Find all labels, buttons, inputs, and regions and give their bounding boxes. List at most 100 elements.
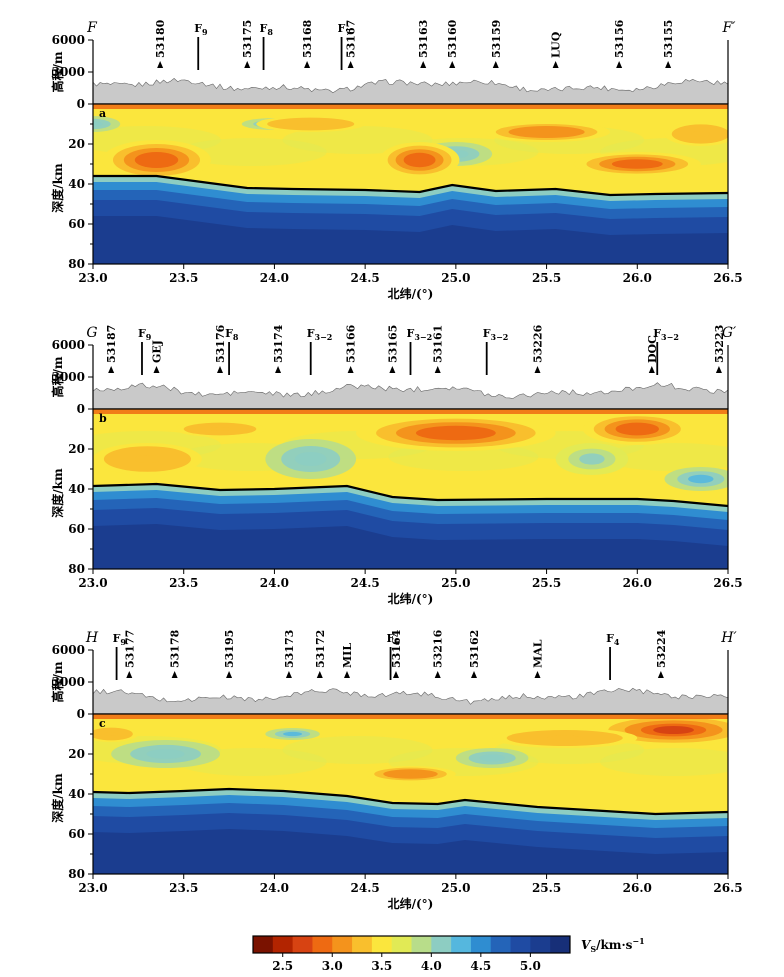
latitude-tick-label: 26.0 xyxy=(623,576,652,590)
fault-name: F xyxy=(338,22,346,35)
slow-anomaly xyxy=(256,116,366,132)
fault-subscript: 9 xyxy=(146,332,152,342)
elevation-tick-label: 6000 xyxy=(52,338,85,352)
station-53161: 53161 xyxy=(432,325,445,373)
station-marker xyxy=(244,61,251,68)
anomaly-contour xyxy=(688,474,714,484)
station-53159: 53159 xyxy=(490,20,503,68)
anomaly-core xyxy=(621,161,654,167)
station-53162: 53162 xyxy=(468,630,481,678)
anomaly-core xyxy=(546,735,583,741)
fault-label: F3−2 xyxy=(483,327,509,342)
anomaly-core xyxy=(430,428,481,438)
station-DOC: DOC xyxy=(646,335,659,373)
depth-tick-label: 20 xyxy=(68,747,85,761)
station-label: 53226 xyxy=(532,324,545,363)
colorbar-label: VS/km·s−1 xyxy=(581,936,645,954)
latitude-tick-label: 26.5 xyxy=(713,271,742,285)
mantle-velocity-band xyxy=(93,524,728,569)
topography-relief xyxy=(92,687,729,715)
fault-label: F6 xyxy=(387,632,401,647)
fault-name: F xyxy=(225,327,233,340)
anomaly-core xyxy=(653,726,694,734)
depth-tick-label: 60 xyxy=(68,217,85,231)
anomaly-contour xyxy=(579,453,605,465)
anomaly-core xyxy=(530,129,563,135)
latitude-tick-label: 25.5 xyxy=(532,271,561,285)
fault-marker: F4 xyxy=(606,632,620,680)
station-marker xyxy=(392,671,399,678)
fast-anomaly xyxy=(93,116,121,132)
panel-label: c xyxy=(99,717,106,730)
fault-name: F xyxy=(483,327,491,340)
station-marker xyxy=(226,671,233,678)
anomaly-contour xyxy=(283,731,303,737)
depth-axis-label: 深度/km xyxy=(50,163,65,213)
station-53166: 53166 xyxy=(345,324,358,373)
surface-layer xyxy=(93,409,728,414)
colorbar-swatch xyxy=(490,936,512,953)
topography-relief xyxy=(92,382,729,410)
fault-label: F3−2 xyxy=(407,327,433,342)
colorbar-tick-label: 4.5 xyxy=(470,959,491,973)
profile-panel-c: 0 3000 6000 高程/m H H′ 53177 53178 53195 53173 5317… xyxy=(50,629,743,911)
elevation-tick-label: 0 xyxy=(77,97,85,111)
station-LUQ: LUQ xyxy=(550,31,563,68)
fault-name: F xyxy=(113,632,121,645)
station-marker xyxy=(471,671,477,678)
latitude-tick-label: 23.5 xyxy=(169,271,198,285)
colorbar-swatch xyxy=(253,936,274,953)
colorbar-tick-label: 3.5 xyxy=(371,959,392,973)
fault-marker: F6 xyxy=(387,632,401,680)
station-marker xyxy=(347,61,354,68)
latitude-tick-label: 26.5 xyxy=(713,576,742,590)
latitude-tick-label: 23.5 xyxy=(169,881,198,895)
fast-anomaly xyxy=(555,443,629,475)
station-label: 53172 xyxy=(314,630,327,668)
colorbar-tick-label: 5.0 xyxy=(520,959,541,973)
depth-tick-label: 60 xyxy=(68,827,85,841)
station-marker xyxy=(108,366,115,373)
anomaly-core xyxy=(208,427,232,431)
station-label: 53161 xyxy=(432,325,445,363)
station-label: DOC xyxy=(646,335,659,363)
fault-subscript: 4 xyxy=(614,637,620,647)
station-53176: 53176 xyxy=(214,324,227,373)
station-MAL: MAL xyxy=(532,639,545,678)
anomaly-core xyxy=(623,425,651,433)
station-label: MIL xyxy=(341,643,354,668)
station-53180: 53180 xyxy=(154,19,167,68)
profile-end-label: G′ xyxy=(722,325,737,341)
station-label: 53168 xyxy=(301,19,314,58)
profile-panel-b: 0 3000 6000 高程/m G G′ 53187 GEJ 53176 53174 53166 5… xyxy=(50,324,743,606)
velocity-band xyxy=(600,443,728,471)
fault-marker: F7 xyxy=(338,22,351,70)
velocity-section xyxy=(93,104,728,264)
latitude-tick-label: 24.0 xyxy=(260,576,289,590)
fault-label: F9 xyxy=(113,632,127,647)
fault-subscript: 8 xyxy=(267,27,273,37)
station-label: 53167 xyxy=(345,20,358,58)
slow-anomaly xyxy=(483,122,611,142)
depth-tick-label: 60 xyxy=(68,522,85,536)
station-label: 53155 xyxy=(662,20,675,58)
profile-start-label: F xyxy=(86,20,98,36)
depth-tick-label: 40 xyxy=(68,787,85,801)
fault-marker: F8 xyxy=(225,327,239,375)
fault-label: F9 xyxy=(138,327,152,342)
station-label: 53224 xyxy=(655,629,668,668)
station-53174: 53174 xyxy=(272,324,285,373)
fast-anomaly xyxy=(455,748,529,768)
station-label: 53195 xyxy=(223,630,236,668)
station-label: GEJ xyxy=(151,340,164,363)
slow-anomaly xyxy=(582,413,692,445)
colorbar-frame xyxy=(252,935,571,954)
station-53173: 53173 xyxy=(283,630,296,678)
station-marker xyxy=(665,61,672,68)
station-53177: 53177 xyxy=(123,630,136,678)
moho-boundary xyxy=(92,482,729,508)
mantle-velocity-band xyxy=(93,216,728,264)
latitude-tick-label: 24.5 xyxy=(351,271,380,285)
station-label: 53160 xyxy=(446,19,459,58)
